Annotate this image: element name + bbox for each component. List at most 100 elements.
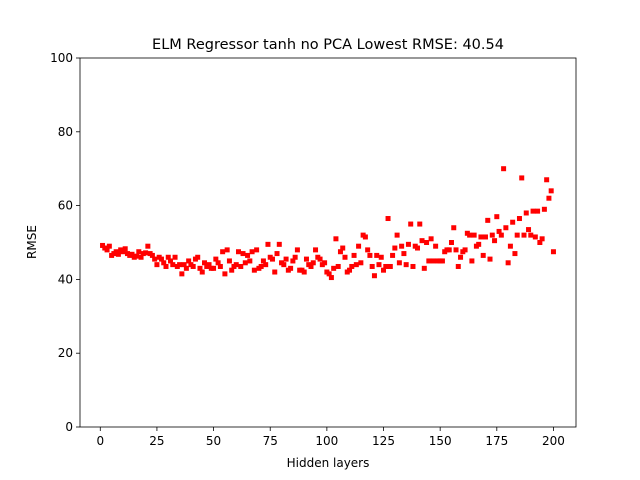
- point: [480, 252, 486, 258]
- point: [224, 247, 230, 253]
- point: [276, 241, 282, 247]
- point: [428, 236, 434, 242]
- point: [235, 249, 241, 255]
- x-tick-label: 50: [206, 434, 221, 448]
- point: [328, 275, 334, 281]
- x-tick-label: 150: [429, 434, 452, 448]
- point: [516, 216, 522, 222]
- point: [301, 269, 307, 275]
- point: [401, 251, 407, 257]
- point: [251, 267, 257, 273]
- point: [294, 247, 300, 253]
- point: [215, 260, 221, 266]
- point: [229, 267, 235, 273]
- point: [290, 258, 296, 264]
- point: [313, 247, 319, 253]
- point: [458, 254, 464, 260]
- x-tick-label: 125: [372, 434, 395, 448]
- point: [183, 265, 189, 271]
- point: [392, 245, 398, 251]
- point: [249, 249, 255, 255]
- point: [138, 254, 144, 260]
- point: [498, 232, 504, 238]
- point: [537, 240, 543, 245]
- point: [213, 256, 219, 262]
- x-tick-label: 75: [263, 434, 278, 448]
- point: [172, 254, 178, 260]
- point: [387, 263, 393, 269]
- point: [410, 263, 416, 269]
- point: [129, 251, 135, 257]
- point: [478, 234, 484, 240]
- point: [381, 267, 387, 273]
- y-tick-label: 60: [58, 199, 73, 213]
- point: [154, 262, 160, 268]
- point: [471, 232, 477, 238]
- point: [415, 245, 421, 251]
- point: [195, 254, 201, 260]
- point: [417, 221, 423, 227]
- point: [222, 271, 228, 277]
- point: [134, 253, 140, 259]
- point: [487, 256, 493, 262]
- point: [143, 250, 149, 256]
- point: [274, 251, 280, 257]
- point: [170, 262, 176, 268]
- point: [292, 254, 298, 260]
- point: [115, 251, 121, 257]
- point: [494, 214, 500, 220]
- point: [541, 206, 547, 212]
- point: [544, 177, 550, 183]
- point: [342, 254, 348, 260]
- point: [421, 265, 427, 271]
- point: [179, 271, 185, 277]
- point: [519, 175, 525, 181]
- point: [530, 208, 536, 214]
- point: [507, 243, 513, 249]
- point: [353, 262, 359, 268]
- point: [426, 258, 432, 264]
- point: [177, 262, 183, 268]
- point: [247, 258, 253, 264]
- point: [136, 249, 142, 255]
- point: [476, 241, 482, 247]
- point: [340, 245, 346, 251]
- point: [505, 260, 511, 266]
- point: [512, 251, 518, 257]
- point: [122, 246, 128, 252]
- point: [383, 263, 389, 269]
- point: [501, 166, 507, 172]
- point: [489, 232, 495, 238]
- point: [408, 221, 414, 227]
- point: [303, 256, 309, 262]
- point: [226, 258, 232, 264]
- y-axis-label: RMSE: [25, 225, 39, 259]
- point: [199, 269, 205, 275]
- point: [240, 251, 246, 257]
- y-tick-label: 80: [58, 125, 73, 139]
- x-tick-label: 25: [149, 434, 164, 448]
- point: [149, 252, 155, 258]
- point: [528, 232, 534, 238]
- point: [245, 252, 251, 258]
- point: [455, 263, 461, 269]
- point: [202, 260, 208, 266]
- point: [396, 260, 402, 266]
- point: [317, 256, 323, 262]
- x-tick-label: 0: [96, 434, 104, 448]
- y-tick-label: 40: [58, 272, 73, 286]
- point: [371, 273, 377, 279]
- point: [467, 232, 473, 238]
- point: [104, 247, 110, 253]
- point: [419, 238, 425, 244]
- point: [535, 208, 541, 214]
- point: [158, 256, 164, 262]
- point: [405, 241, 411, 247]
- point: [337, 249, 343, 255]
- x-tick-label: 175: [485, 434, 508, 448]
- point: [424, 240, 430, 245]
- point: [462, 247, 468, 253]
- point: [374, 252, 380, 258]
- point: [448, 240, 454, 245]
